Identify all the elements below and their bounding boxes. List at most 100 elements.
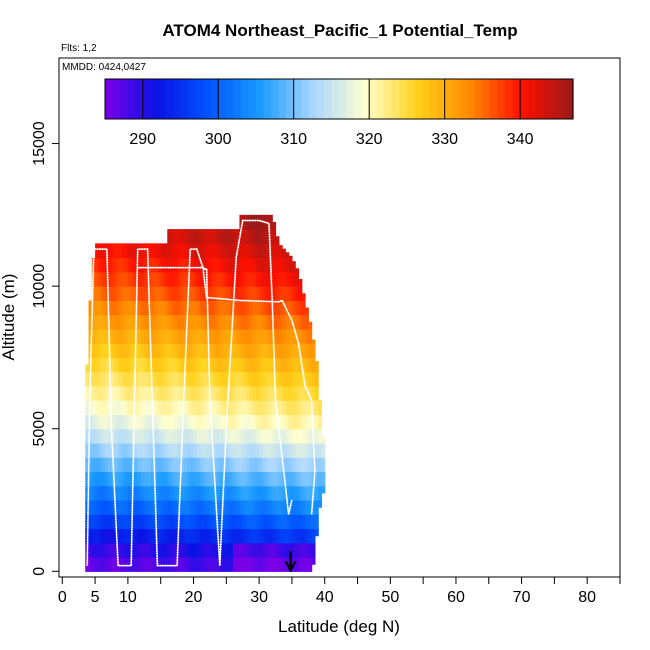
heatmap-cell	[88, 514, 93, 530]
heatmap-cell	[193, 271, 198, 287]
heatmap-cell	[114, 557, 119, 572]
colorbar-swatch	[444, 79, 453, 119]
heatmap-cell	[206, 557, 211, 572]
heatmap-cell	[173, 286, 178, 301]
heatmap-cell	[249, 314, 254, 330]
heatmap-cell	[203, 542, 208, 558]
heatmap-cell	[196, 271, 201, 287]
heatmap-cell	[282, 248, 286, 259]
heatmap-cell	[186, 457, 191, 473]
heatmap-cell	[305, 428, 309, 444]
heatmap-cell	[272, 271, 277, 287]
heatmap-cell	[298, 371, 303, 387]
heatmap-cell	[127, 286, 132, 301]
heatmap-cell	[314, 400, 319, 416]
colorbar-swatch	[422, 79, 431, 119]
heatmap-cell	[272, 229, 277, 244]
heatmap-cell	[242, 371, 247, 387]
heatmap-cell	[167, 286, 172, 301]
heatmap-cell	[295, 385, 300, 401]
heatmap-cell	[305, 414, 309, 430]
heatmap-cell	[157, 514, 162, 530]
heatmap-cell	[114, 286, 119, 301]
heatmap-cell	[200, 243, 204, 259]
heatmap-cell	[193, 257, 198, 273]
heatmap-cell	[186, 442, 191, 458]
heatmap-cell	[98, 514, 103, 530]
heatmap-cell	[223, 500, 227, 515]
heatmap-cell	[291, 528, 296, 544]
heatmap-cell	[252, 214, 257, 230]
heatmap-cell	[137, 400, 142, 416]
heatmap-cell	[147, 500, 152, 515]
heatmap-cell	[180, 500, 185, 515]
heatmap-cell	[180, 485, 185, 501]
heatmap-cell	[259, 343, 263, 359]
heatmap-cell	[206, 300, 211, 316]
heatmap-cell	[88, 500, 93, 515]
heatmap-cell	[163, 528, 168, 544]
heatmap-cell	[219, 371, 224, 387]
heatmap-cell	[108, 257, 113, 273]
heatmap-cell	[91, 442, 96, 458]
heatmap-cell	[285, 300, 290, 316]
heatmap-cell	[118, 257, 122, 273]
colorbar-frame	[104, 78, 574, 120]
heatmap-cell	[186, 229, 191, 244]
x-tick-label: 0	[58, 589, 67, 606]
heatmap-cell	[134, 385, 139, 401]
heatmap-cell	[219, 471, 224, 487]
heatmap-cell	[226, 500, 231, 515]
heatmap-cell	[183, 500, 188, 515]
heatmap-cell	[288, 442, 293, 458]
colorbar-swatch	[165, 79, 174, 119]
heatmap-cell	[91, 400, 96, 416]
colorbar-swatch	[316, 79, 325, 119]
heatmap-cell	[157, 328, 162, 344]
heatmap-cell	[318, 500, 323, 508]
heatmap-cell	[196, 343, 201, 359]
heatmap-cell	[157, 414, 162, 430]
heatmap-cell	[108, 442, 113, 458]
flight-tracks	[86, 219, 316, 567]
heatmap-cell	[180, 357, 185, 373]
heatmap-cell	[173, 271, 178, 287]
heatmap-cell	[298, 557, 303, 572]
heatmap-cell	[91, 300, 96, 316]
heatmap-cell	[160, 385, 165, 401]
heatmap-cell	[98, 371, 103, 387]
heatmap-cell	[173, 371, 178, 387]
heatmap-cell	[275, 236, 280, 244]
heatmap-cell	[226, 314, 231, 330]
heatmap-cell	[203, 557, 208, 572]
heatmap-cell	[137, 300, 142, 316]
heatmap-cell	[308, 557, 313, 572]
heatmap-cell	[163, 442, 168, 458]
heatmap-cell	[134, 500, 139, 515]
heatmap-cell	[226, 400, 231, 416]
heatmap-cell	[193, 400, 198, 416]
heatmap-cell	[282, 385, 286, 401]
colorbar-swatch	[429, 79, 438, 119]
heatmap-cell	[236, 243, 241, 259]
heatmap-cell	[308, 414, 313, 430]
heatmap-cell	[167, 500, 172, 515]
heatmap-cell	[249, 286, 254, 301]
heatmap-cell	[190, 514, 195, 530]
heatmap-cell	[252, 343, 257, 359]
heatmap-cell	[291, 357, 296, 373]
heatmap-cell	[216, 485, 221, 501]
heatmap-cell	[301, 471, 306, 487]
heatmap-cell	[232, 229, 237, 244]
heatmap-cell	[167, 557, 172, 572]
heatmap-cell	[121, 271, 126, 287]
heatmap-cell	[301, 557, 306, 572]
heatmap-cell	[131, 428, 136, 444]
heatmap-cell	[154, 371, 159, 387]
heatmap-cell	[321, 457, 326, 473]
heatmap-cell	[229, 400, 234, 416]
heatmap-cell	[255, 214, 260, 230]
heatmap-cell	[183, 271, 188, 287]
heatmap-cell	[275, 343, 280, 359]
heatmap-cell	[314, 457, 319, 473]
